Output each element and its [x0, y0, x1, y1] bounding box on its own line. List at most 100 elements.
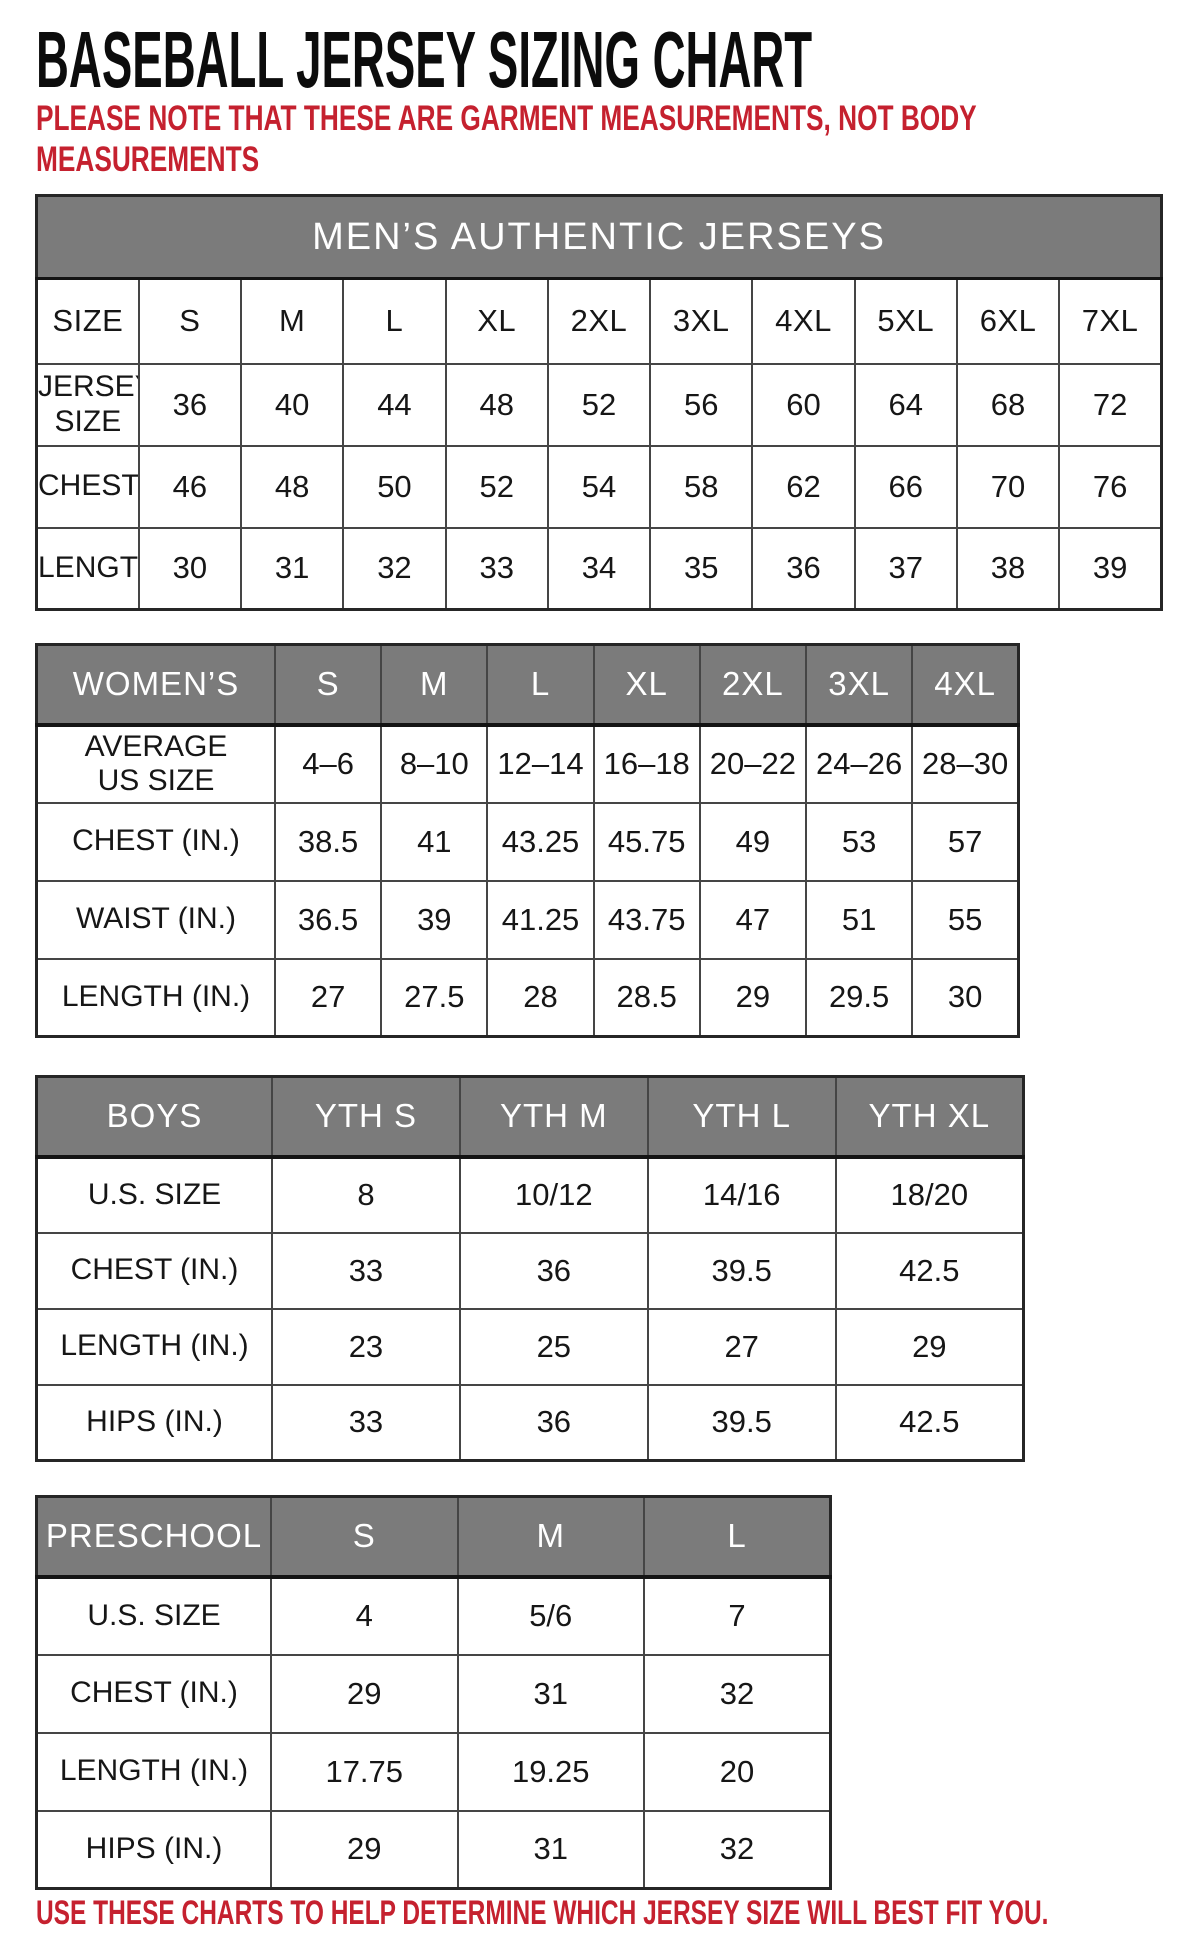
preschool-sizing-table: PRESCHOOL S M L U.S. SIZE 4 5/6 7 CHEST (IN.) 29 3… — [35, 1495, 832, 1890]
value-cell: 27 — [646, 1307, 837, 1386]
value-cell: 38.5 — [273, 801, 383, 882]
value-cell: 52 — [546, 362, 652, 447]
row-label: HIPS (IN.) — [35, 1809, 272, 1890]
table-row: CHEST (IN.) 29 31 32 — [35, 1653, 832, 1734]
table-banner-row: MEN’S AUTHENTIC JERSEYS — [35, 194, 1163, 280]
value-cell: 27 — [273, 957, 383, 1038]
value-cell: 12–14 — [486, 723, 595, 804]
value-cell: 64 — [853, 362, 958, 447]
value-cell: 20 — [643, 1731, 832, 1812]
value-cell: 14/16 — [646, 1155, 837, 1234]
value-cell: 32 — [643, 1809, 832, 1890]
size-column-header: 2XL — [546, 277, 652, 365]
value-cell: 41.25 — [486, 879, 595, 960]
size-column-header: XL — [592, 643, 701, 727]
value-cell: 4 — [270, 1575, 459, 1656]
value-cell: 30 — [137, 526, 243, 611]
value-cell: 53 — [805, 801, 914, 882]
value-cell: 29.5 — [805, 957, 914, 1038]
size-column-header: 6XL — [955, 277, 1061, 365]
value-cell: 33 — [271, 1231, 461, 1310]
column-header-row: PRESCHOOL S M L — [35, 1495, 832, 1579]
size-column-header: L — [643, 1495, 832, 1579]
value-cell: 36 — [458, 1231, 649, 1310]
table-row: CHEST (IN.) 38.5 41 43.25 45.75 49 53 57 — [35, 801, 1020, 882]
value-cell: 29 — [270, 1809, 459, 1890]
size-column-header: YTH M — [458, 1075, 649, 1159]
column-header-row: SIZE S M L XL 2XL 3XL 4XL 5XL 6XL 7XL — [35, 277, 1163, 365]
table-row: LENGTH (IN.) 23 25 27 29 — [35, 1307, 1025, 1386]
value-cell: 36.5 — [273, 879, 383, 960]
value-cell: 33 — [271, 1383, 461, 1462]
row-label: CHEST(IN.) — [35, 444, 140, 529]
size-column-header: S — [270, 1495, 459, 1579]
value-cell: 39 — [380, 879, 489, 960]
value-cell: 30 — [911, 957, 1020, 1038]
table-row: HIPS (IN.) 33 36 39.5 42.5 — [35, 1383, 1025, 1462]
size-column-header: 7XL — [1058, 277, 1163, 365]
size-column-header: S — [273, 643, 383, 727]
size-column-header: 2XL — [698, 643, 808, 727]
value-cell: 43.75 — [592, 879, 701, 960]
table-banner: MEN’S AUTHENTIC JERSEYS — [35, 194, 1163, 280]
value-cell: 57 — [911, 801, 1020, 882]
value-cell: 28.5 — [592, 957, 701, 1038]
value-cell: 39.5 — [646, 1231, 837, 1310]
value-cell: 39 — [1058, 526, 1163, 611]
size-column-header: 3XL — [805, 643, 914, 727]
size-column-header: 4XL — [751, 277, 856, 365]
value-cell: 32 — [342, 526, 447, 611]
table-title-cell: SIZE — [35, 277, 140, 365]
size-column-header: YTH S — [271, 1075, 461, 1159]
boys-sizing-table: BOYS YTH S YTH M YTH L YTH XL U.S. SIZE 8 10/12… — [35, 1075, 1025, 1462]
row-label: JERSEY SIZE — [35, 362, 140, 447]
value-cell: 37 — [853, 526, 958, 611]
size-column-header: XL — [444, 277, 549, 365]
value-cell: 41 — [380, 801, 489, 882]
value-cell: 38 — [955, 526, 1061, 611]
size-column-header: M — [240, 277, 345, 365]
value-cell: 47 — [698, 879, 808, 960]
value-cell: 72 — [1058, 362, 1163, 447]
table-row: WAIST (IN.) 36.5 39 41.25 43.75 47 51 55 — [35, 879, 1020, 960]
page-title: BASEBALL JERSEY SIZING CHART — [36, 15, 813, 104]
value-cell: 48 — [240, 444, 345, 529]
value-cell: 31 — [456, 1653, 645, 1734]
size-column-header: YTH XL — [834, 1075, 1025, 1159]
value-cell: 8 — [271, 1155, 461, 1234]
value-cell: 5/6 — [456, 1575, 645, 1656]
value-cell: 18/20 — [834, 1155, 1025, 1234]
row-label: U.S. SIZE — [35, 1575, 272, 1656]
value-cell: 10/12 — [458, 1155, 649, 1234]
value-cell: 33 — [444, 526, 549, 611]
value-cell: 50 — [342, 444, 447, 529]
row-label: LENGTH (IN.) — [35, 1307, 273, 1386]
value-cell: 34 — [546, 526, 652, 611]
size-column-header: 4XL — [911, 643, 1020, 727]
value-cell: 35 — [649, 526, 754, 611]
value-cell: 51 — [805, 879, 914, 960]
column-header-row: WOMEN’S S M L XL 2XL 3XL 4XL — [35, 643, 1020, 727]
value-cell: 28–30 — [911, 723, 1020, 804]
row-label: HIPS (IN.) — [35, 1383, 273, 1462]
size-column-header: L — [486, 643, 595, 727]
size-column-header: S — [137, 277, 243, 365]
value-cell: 66 — [853, 444, 958, 529]
row-label: LENGTH (IN.) — [35, 957, 276, 1038]
value-cell: 4–6 — [273, 723, 383, 804]
footer-note: USE THESE CHARTS TO HELP DETERMINE WHICH… — [36, 1894, 1049, 1932]
table-row: U.S. SIZE 4 5/6 7 — [35, 1575, 832, 1656]
size-column-header: M — [380, 643, 489, 727]
table-row: CHEST (IN.) 33 36 39.5 42.5 — [35, 1231, 1025, 1310]
table-title-cell: WOMEN’S — [35, 643, 276, 727]
value-cell: 36 — [458, 1383, 649, 1462]
row-label: LENGTH(IN.) — [35, 526, 140, 611]
value-cell: 29 — [834, 1307, 1025, 1386]
table-title-cell: BOYS — [35, 1075, 273, 1159]
value-cell: 62 — [751, 444, 856, 529]
value-cell: 45.75 — [592, 801, 701, 882]
size-column-header: L — [342, 277, 447, 365]
value-cell: 29 — [698, 957, 808, 1038]
value-cell: 28 — [486, 957, 595, 1038]
